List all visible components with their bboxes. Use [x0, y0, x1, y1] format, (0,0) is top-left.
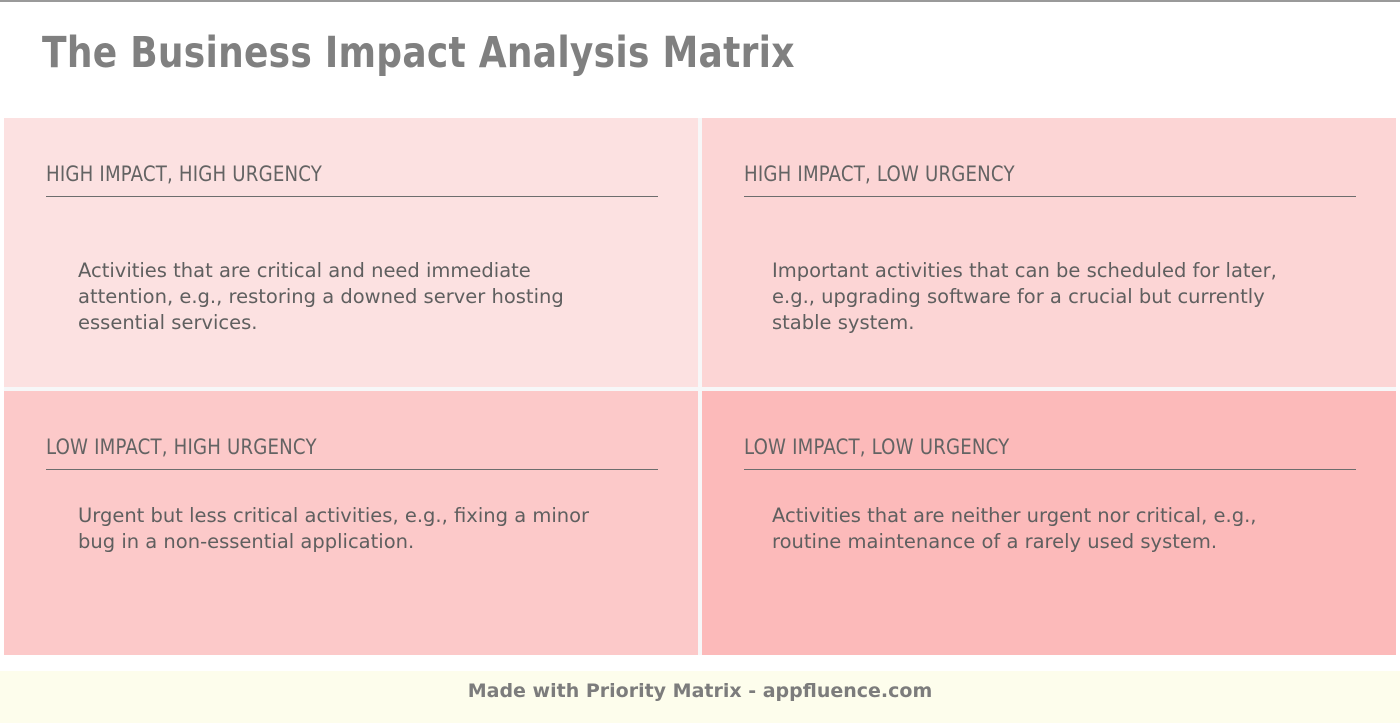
- quadrant-title: LOW IMPACT, LOW URGENCY: [744, 435, 1010, 459]
- quadrant-description: Important activities that can be schedul…: [772, 259, 1277, 334]
- quadrant-high-impact-low-urgency[interactable]: HIGH IMPACT, LOW URGENCY Important activ…: [702, 118, 1396, 387]
- quadrant-underline: [744, 196, 1356, 197]
- quadrant-underline: [46, 469, 658, 470]
- quadrant-header: LOW IMPACT, LOW URGENCY: [744, 435, 1356, 470]
- quadrant-description: Activities that are neither urgent nor c…: [772, 504, 1257, 553]
- page-title: The Business Impact Analysis Matrix: [42, 28, 795, 78]
- quadrant-title: HIGH IMPACT, HIGH URGENCY: [46, 162, 322, 186]
- quadrant-header: LOW IMPACT, HIGH URGENCY: [46, 435, 658, 470]
- quadrant-header: HIGH IMPACT, HIGH URGENCY: [46, 162, 658, 197]
- quadrant-low-impact-low-urgency[interactable]: LOW IMPACT, LOW URGENCY Activities that …: [702, 391, 1396, 655]
- quadrant-underline: [744, 469, 1356, 470]
- quadrant-high-impact-high-urgency[interactable]: HIGH IMPACT, HIGH URGENCY Activities tha…: [4, 118, 698, 387]
- quadrant-description: Activities that are critical and need im…: [78, 259, 564, 334]
- footer-bar: Made with Priority Matrix - appfluence.c…: [0, 671, 1400, 723]
- quadrant-underline: [46, 196, 658, 197]
- quadrant-description: Urgent but less critical activities, e.g…: [78, 504, 590, 553]
- quadrant-header: HIGH IMPACT, LOW URGENCY: [744, 162, 1356, 197]
- quadrant-title: HIGH IMPACT, LOW URGENCY: [744, 162, 1015, 186]
- footer-spacer: [0, 655, 1400, 671]
- quadrant-low-impact-high-urgency[interactable]: LOW IMPACT, HIGH URGENCY Urgent but less…: [4, 391, 698, 655]
- quadrant-title: LOW IMPACT, HIGH URGENCY: [46, 435, 317, 459]
- title-bar: The Business Impact Analysis Matrix: [0, 2, 1400, 118]
- footer-attribution: Made with Priority Matrix - appfluence.c…: [467, 680, 933, 702]
- impact-urgency-matrix: HIGH IMPACT, HIGH URGENCY Activities tha…: [4, 118, 1396, 655]
